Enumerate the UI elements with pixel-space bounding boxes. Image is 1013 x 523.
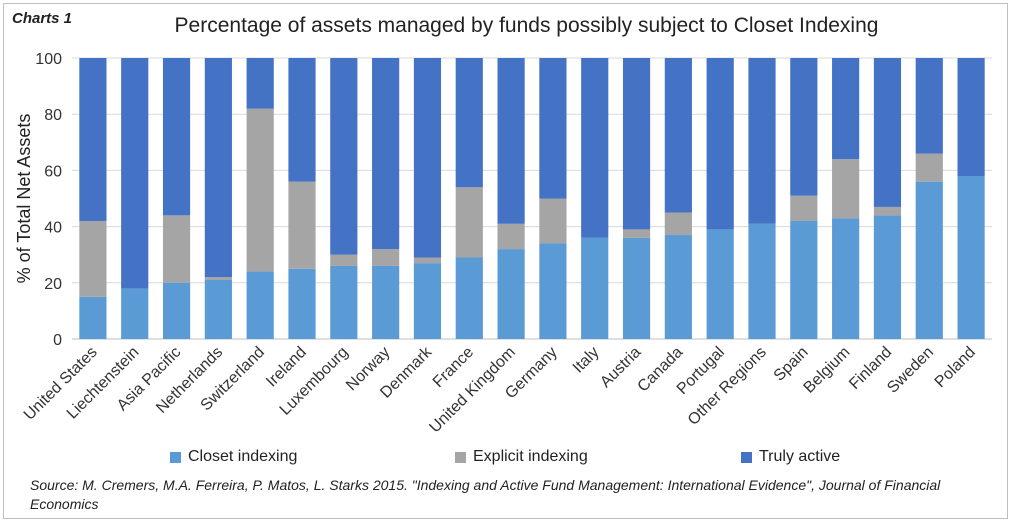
bar-closet bbox=[581, 237, 609, 339]
x-tick-label: Belgium bbox=[801, 344, 854, 397]
bar-active bbox=[246, 58, 274, 109]
bar-closet bbox=[790, 220, 818, 339]
source-note: Source: M. Cremers, M.A. Ferreira, P. Ma… bbox=[30, 477, 941, 512]
bar-closet bbox=[79, 296, 107, 339]
bar-closet bbox=[622, 237, 651, 339]
y-tick-label: 0 bbox=[53, 332, 62, 349]
bar-active bbox=[957, 58, 985, 177]
bar-closet bbox=[664, 235, 692, 339]
y-axis-label: % of Total Net Assets bbox=[14, 114, 34, 284]
bar-explicit bbox=[413, 257, 442, 264]
legend-swatch-active bbox=[741, 451, 752, 463]
bar-active bbox=[873, 58, 902, 207]
bar-active bbox=[455, 58, 483, 188]
bar-closet bbox=[957, 176, 985, 339]
bar-active bbox=[79, 58, 107, 221]
bar-active bbox=[539, 58, 567, 199]
bar-active bbox=[413, 58, 442, 258]
chart-frame bbox=[3, 3, 1008, 519]
bar-active bbox=[121, 58, 149, 289]
chart-title: Percentage of assets managed by funds po… bbox=[174, 14, 879, 37]
bar-active bbox=[790, 58, 818, 196]
y-tick-label: 40 bbox=[44, 220, 62, 237]
y-tick-label: 60 bbox=[44, 163, 62, 180]
bar-explicit bbox=[455, 187, 483, 258]
bar-explicit bbox=[539, 198, 567, 244]
y-tick-label: 80 bbox=[44, 107, 62, 124]
bar-explicit bbox=[162, 215, 191, 283]
bar-active bbox=[162, 58, 191, 216]
x-tick-label: Sweden bbox=[884, 344, 937, 397]
bar-active bbox=[915, 58, 943, 154]
x-tick-label: Other Regions bbox=[685, 344, 770, 429]
bar-closet bbox=[288, 268, 316, 339]
x-tick-label: Poland bbox=[932, 344, 979, 391]
bar-closet bbox=[162, 282, 191, 339]
bar-explicit bbox=[372, 249, 400, 266]
bar-explicit bbox=[204, 277, 232, 280]
bar-explicit bbox=[330, 254, 358, 266]
bar-active bbox=[330, 58, 358, 255]
bar-explicit bbox=[497, 223, 525, 250]
chart-label: Charts 1 bbox=[12, 10, 73, 27]
legend-label-active: Truly active bbox=[759, 448, 841, 465]
bar-active bbox=[706, 58, 734, 230]
bar-active bbox=[664, 58, 692, 213]
x-tick-label: Italy bbox=[570, 344, 603, 377]
y-tick-label: 100 bbox=[35, 51, 62, 68]
bar-closet bbox=[246, 271, 274, 339]
bar-closet bbox=[706, 229, 734, 339]
bar-closet bbox=[121, 288, 149, 339]
legend-swatch-explicit bbox=[455, 451, 466, 463]
bar-closet bbox=[372, 265, 400, 339]
legend-item-active: Truly active bbox=[741, 448, 840, 466]
bar-active bbox=[748, 58, 776, 224]
bar-explicit bbox=[622, 229, 651, 238]
bar-explicit bbox=[288, 181, 316, 269]
bar-closet bbox=[873, 215, 902, 339]
legend-item-explicit: Explicit indexing bbox=[455, 448, 588, 466]
bar-closet bbox=[330, 265, 358, 339]
bar-closet bbox=[915, 181, 943, 339]
bar-closet bbox=[748, 223, 776, 339]
bar-explicit bbox=[79, 220, 107, 297]
bar-closet bbox=[539, 243, 567, 339]
bar-active bbox=[204, 58, 232, 278]
bar-explicit bbox=[790, 195, 818, 221]
bar-closet bbox=[832, 218, 860, 339]
legend-label-closet: Closet indexing bbox=[188, 448, 298, 465]
bar-closet bbox=[455, 257, 483, 339]
bar-explicit bbox=[832, 159, 860, 219]
bar-active bbox=[372, 58, 400, 250]
bar-closet bbox=[204, 279, 232, 339]
bar-explicit bbox=[664, 212, 692, 236]
x-tick-label: United States bbox=[21, 344, 101, 424]
bar-explicit bbox=[915, 153, 943, 182]
bar-active bbox=[622, 58, 651, 230]
legend-swatch-closet bbox=[170, 451, 181, 463]
bar-active bbox=[832, 58, 860, 160]
bar-active bbox=[581, 58, 609, 238]
legend-label-explicit: Explicit indexing bbox=[473, 448, 588, 465]
bar-closet bbox=[497, 249, 525, 339]
bar-closet bbox=[413, 263, 442, 339]
y-tick-label: 20 bbox=[44, 276, 62, 293]
bar-active bbox=[497, 58, 525, 224]
legend-item-closet: Closet indexing bbox=[170, 448, 297, 466]
bar-active bbox=[288, 58, 316, 182]
bar-explicit bbox=[873, 206, 902, 216]
bar-explicit bbox=[246, 108, 274, 272]
